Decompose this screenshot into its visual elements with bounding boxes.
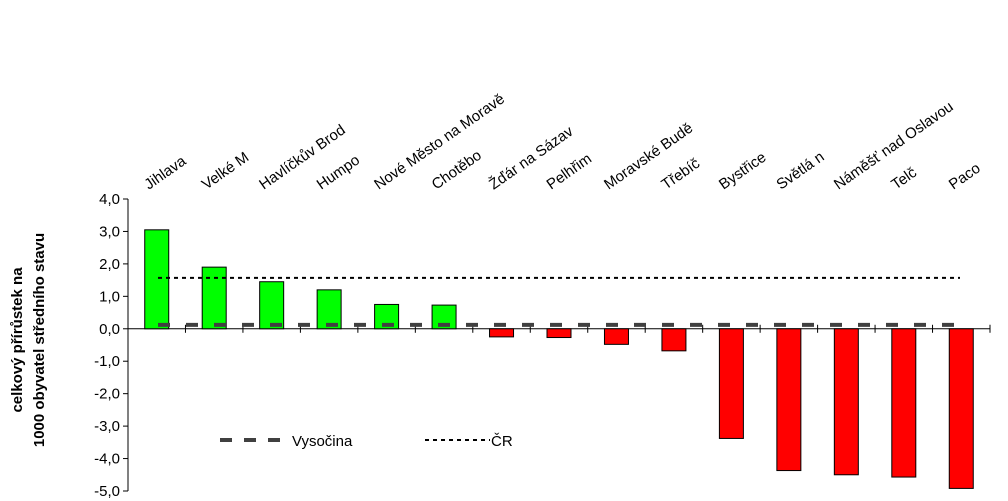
bar-chotěboř — [431, 304, 457, 330]
y-axis-title-line-1: celkový přírůstek na — [9, 267, 26, 413]
bar-pelhřimov — [546, 328, 572, 339]
bars — [144, 229, 974, 489]
bar-velké-meziříčí — [201, 266, 227, 330]
y-tick-label: -4,0 — [94, 451, 120, 468]
category-label: Humpo — [314, 152, 363, 194]
y-tick-label: 4,0 — [99, 191, 120, 208]
bar-moravské-budějovice — [603, 328, 629, 345]
bar-třebíč — [661, 328, 687, 352]
bar-jihlava — [144, 229, 170, 330]
y-tick-label: -2,0 — [94, 386, 120, 403]
y-tick-label: 2,0 — [99, 256, 120, 273]
y-tick-label: 1,0 — [99, 288, 120, 305]
category-label: Pelhřim — [544, 150, 595, 193]
y-tick-label: -1,0 — [94, 353, 120, 370]
category-label: Třebíč — [658, 155, 703, 194]
bar-nové-město-na-moravě — [374, 303, 400, 330]
bar-humpolec — [316, 289, 342, 330]
bar-havlíčkův-brod — [259, 281, 285, 330]
y-axis-title-line-2: 1000 obyvatel středního stavu — [31, 233, 48, 447]
y-tick-label: -5,0 — [94, 483, 120, 500]
y-axis: 4,0 3,0 2,0 1,0 0,0 -1,0 -2,0 -3,0 -4,0 -5,0 — [94, 191, 129, 500]
bar-světlá-nad-sázavou — [776, 328, 802, 472]
category-label: Telč — [888, 164, 920, 194]
legend: Vysočina ČR — [220, 433, 513, 450]
bar-žďár-nad-sázavou — [489, 328, 515, 338]
reference-lines — [158, 276, 960, 327]
legend-label-vysocina: Vysočina — [292, 433, 353, 450]
category-label: Jihlava — [141, 152, 190, 193]
category-label: Světlá n — [773, 148, 827, 193]
bar-náměšť-nad-oslavou — [833, 328, 859, 476]
category-label: Velké M — [199, 149, 252, 194]
category-label: Bystřice — [716, 149, 769, 194]
y-tick-label: 0,0 — [99, 321, 120, 338]
y-axis-title: celkový přírůstek na 1000 obyvatel střed… — [9, 233, 48, 447]
category-label: Paco — [946, 160, 984, 194]
y-tick-label: -3,0 — [94, 418, 120, 435]
bar-telč — [891, 328, 917, 478]
legend-label-cr: ČR — [491, 433, 513, 450]
bar-pacov — [948, 328, 974, 489]
bar-bystřice-nad-pernštejnem — [718, 328, 744, 439]
y-tick-label: 3,0 — [99, 223, 120, 240]
